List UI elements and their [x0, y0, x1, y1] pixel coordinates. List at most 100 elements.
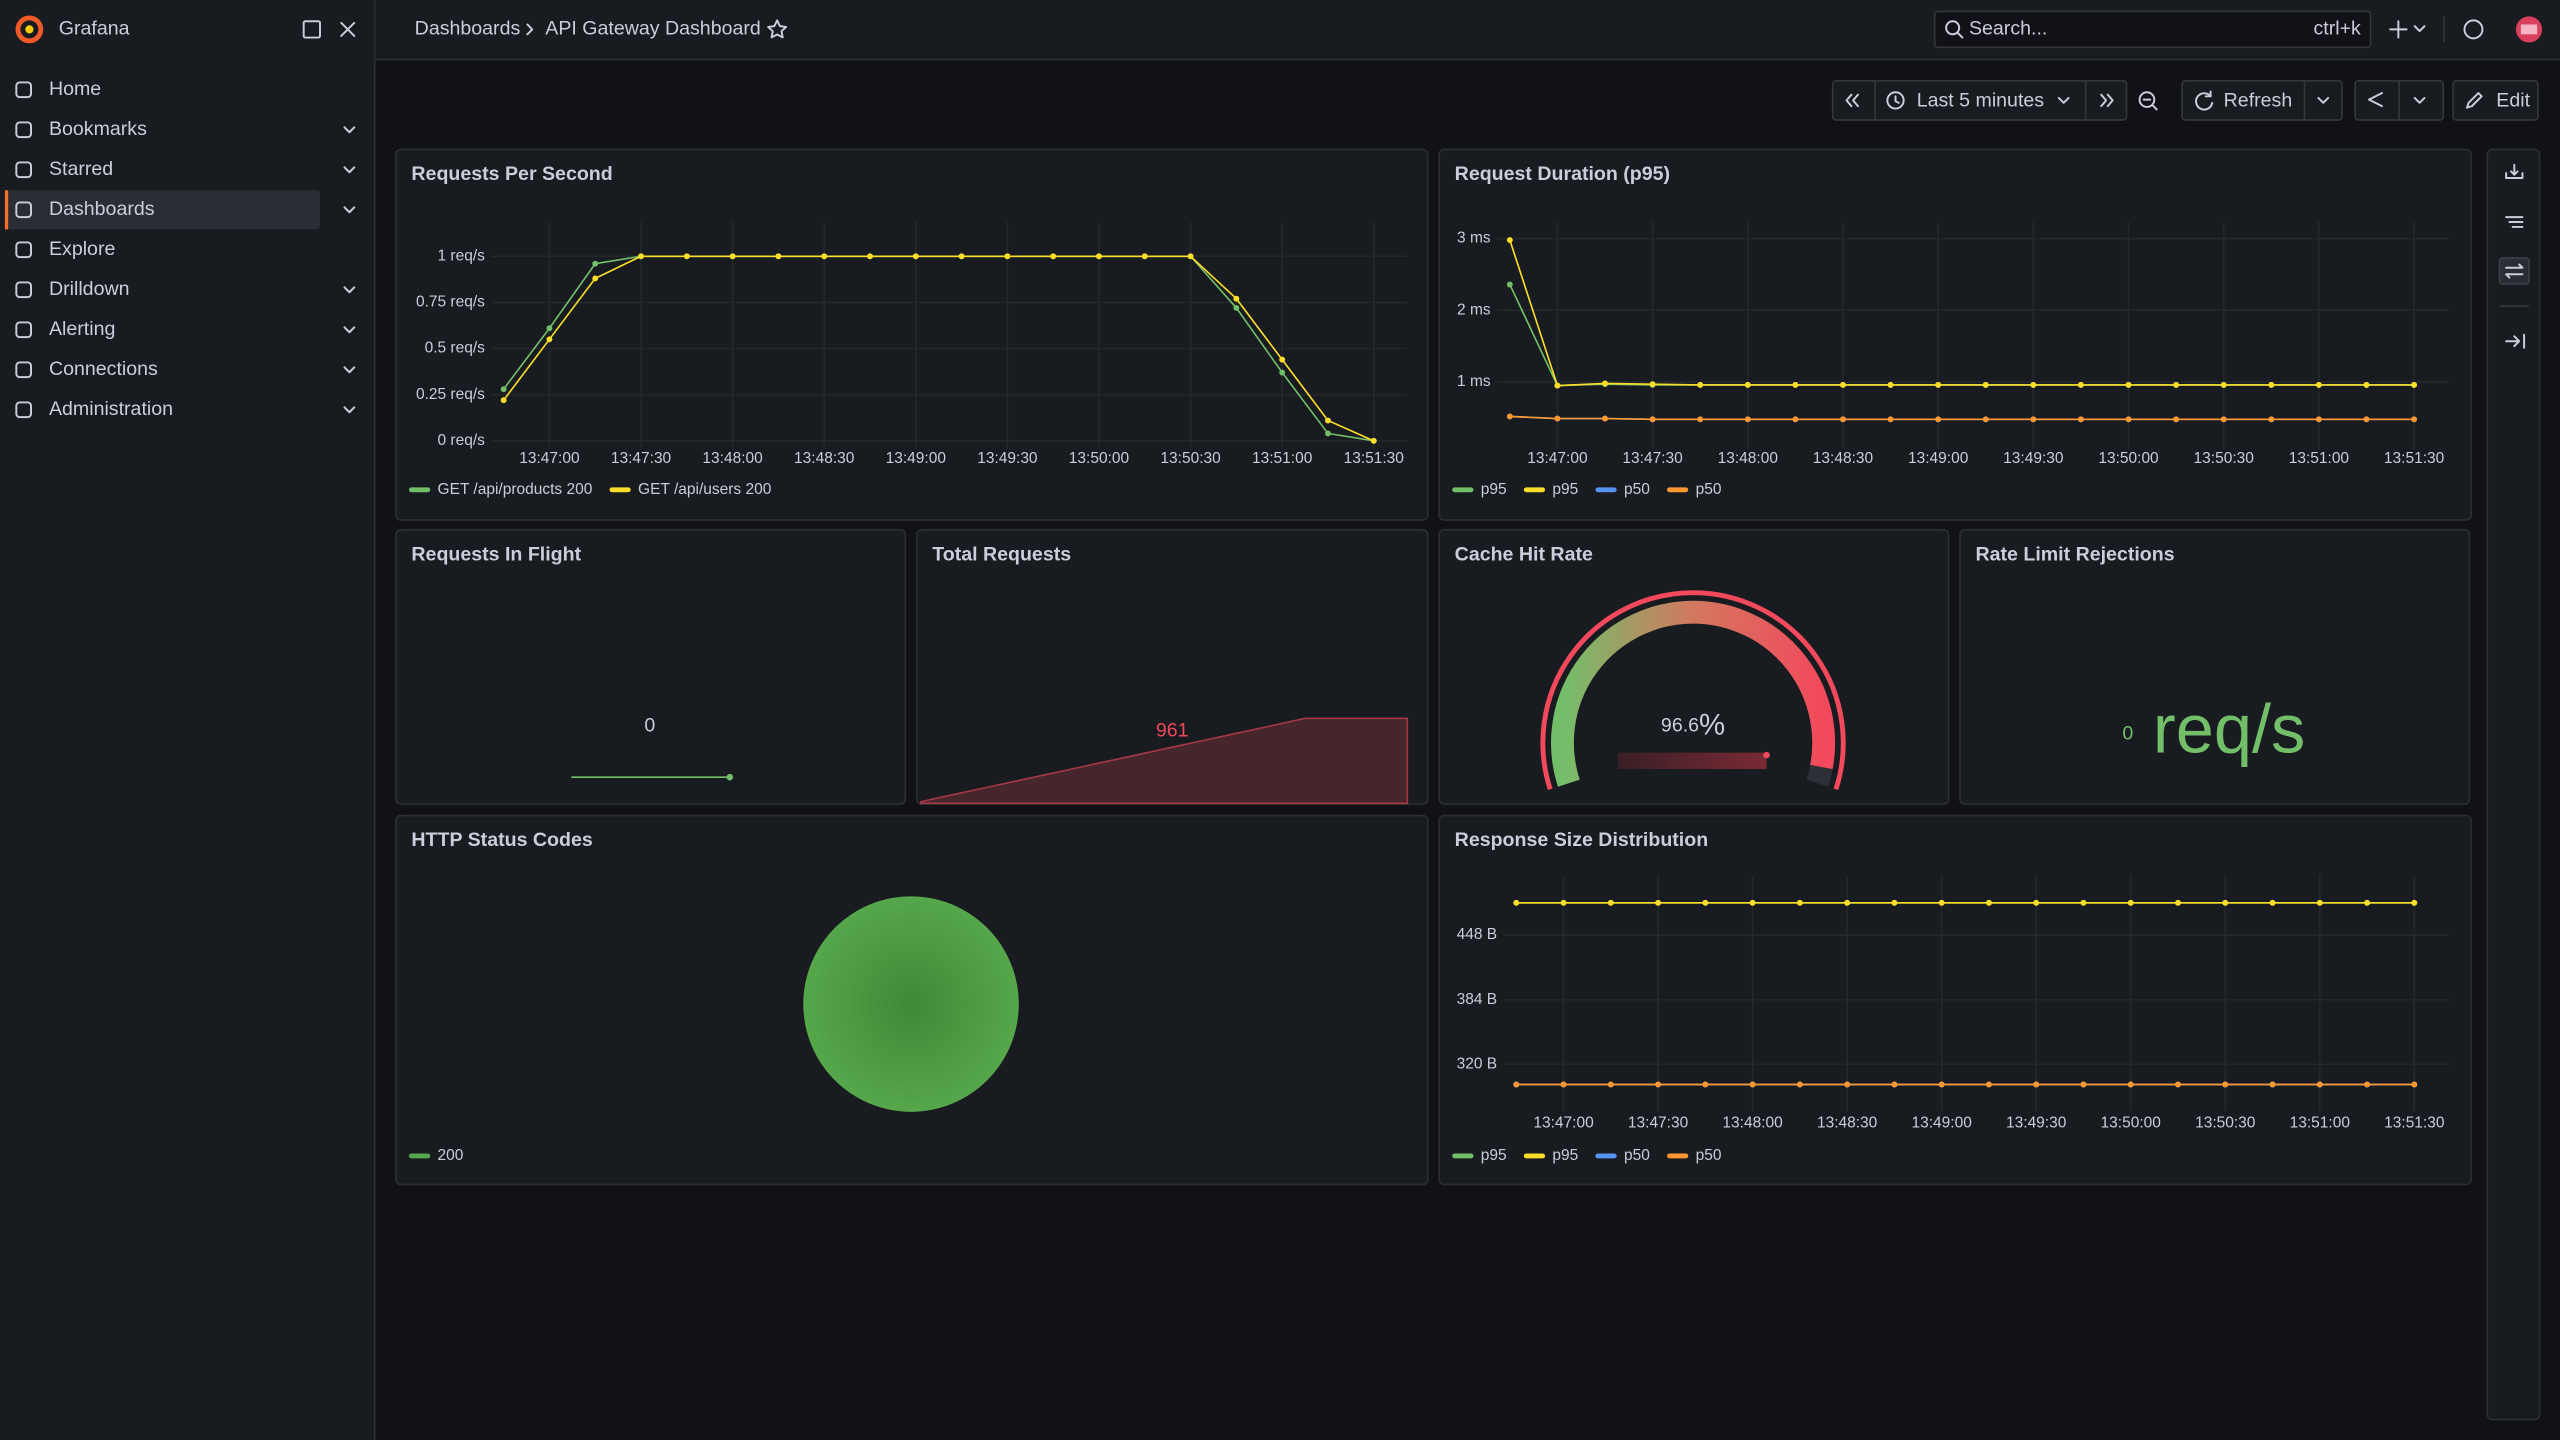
data-point: [1985, 1081, 1992, 1088]
data-point: [2222, 1081, 2229, 1088]
nav-icon: [15, 201, 32, 219]
nav-chevron[interactable]: [343, 206, 356, 214]
data-point: [1702, 1081, 1709, 1088]
data-point: [1749, 1081, 1756, 1088]
sparkline-end: [726, 773, 734, 781]
data-point: [2127, 1081, 2134, 1088]
legend-label[interactable]: GET /api/users 200: [638, 481, 772, 498]
data-point: [1887, 416, 1894, 423]
nav-item[interactable]: Drilldown: [49, 278, 130, 300]
data-point: [2315, 416, 2322, 423]
legend-label[interactable]: p50: [1696, 1147, 1722, 1164]
time-picker[interactable]: [1831, 80, 2128, 121]
x-tick-label: 13:50:00: [1069, 450, 1130, 467]
dock-button[interactable]: [302, 20, 321, 39]
data-point: [2125, 416, 2132, 423]
sidebar: Grafana Home Bookmarks Starred Dashboards Ex…: [0, 0, 376, 1440]
legend-label[interactable]: p50: [1696, 481, 1722, 498]
data-point: [1279, 356, 1286, 363]
nav-chevron[interactable]: [343, 286, 356, 294]
data-point: [1513, 1081, 1520, 1088]
data-point: [2411, 416, 2418, 423]
legend-label[interactable]: p95: [1481, 481, 1507, 498]
nav-chevron[interactable]: [343, 326, 356, 334]
nav-item[interactable]: Dashboards: [49, 198, 155, 220]
x-tick-label: 13:48:30: [1813, 450, 1874, 467]
data-point: [1938, 1081, 1945, 1088]
zoom-out[interactable]: [2138, 91, 2156, 108]
data-point: [2315, 381, 2322, 388]
help-button[interactable]: [2463, 19, 2484, 40]
gauge-number: 96.6: [1661, 715, 1699, 737]
brand: Grafana: [59, 18, 130, 40]
nav-chevron[interactable]: [343, 126, 356, 134]
panel-title: Request Duration (p95): [1455, 163, 1670, 185]
gauge-track: [1806, 764, 1833, 787]
edit-button[interactable]: [2452, 80, 2539, 121]
legend-label[interactable]: p95: [1552, 1147, 1578, 1164]
edit-label[interactable]: Edit: [2496, 89, 2530, 111]
data-point: [1050, 253, 1057, 260]
data-point: [1233, 304, 1240, 311]
panel-title: Rate Limit Rejections: [1976, 543, 2175, 565]
legend-label[interactable]: 200: [438, 1147, 464, 1164]
stat-unit: req/s: [2153, 691, 2305, 768]
shift-back[interactable]: [1845, 93, 1859, 108]
rail-button[interactable]: [2505, 333, 2526, 349]
nav-item[interactable]: Starred: [49, 158, 113, 180]
legend-label[interactable]: p50: [1624, 481, 1650, 498]
legend-label[interactable]: p50: [1624, 1147, 1650, 1164]
time-range[interactable]: Last 5 minutes: [1917, 89, 2045, 111]
x-tick-label: 13:48:00: [1718, 450, 1779, 467]
legend-label[interactable]: p95: [1552, 481, 1578, 498]
legend-label[interactable]: GET /api/products 200: [438, 481, 593, 498]
nav-item[interactable]: Explore: [49, 238, 115, 260]
rail-button[interactable]: [2505, 216, 2524, 228]
data-point: [912, 253, 919, 260]
x-tick-label: 13:47:30: [611, 450, 672, 467]
nav-chevron[interactable]: [343, 406, 356, 414]
data-point: [1141, 253, 1148, 260]
data-point: [1697, 381, 1704, 388]
nav-chevron[interactable]: [343, 166, 356, 174]
data-point: [1792, 381, 1799, 388]
data-point: [592, 260, 599, 267]
refresh-button[interactable]: [2181, 80, 2343, 121]
x-tick-label: 13:50:30: [2194, 450, 2255, 467]
nav-item[interactable]: Home: [49, 78, 101, 100]
x-tick-label: 13:51:00: [2290, 1114, 2351, 1131]
y-tick-label: 2 ms: [1457, 301, 1491, 318]
shift-forward[interactable]: [2100, 93, 2114, 108]
nav-item[interactable]: Alerting: [49, 318, 115, 340]
gauge-unit: %: [1699, 708, 1725, 741]
rail-button[interactable]: [2505, 163, 2524, 179]
data-point: [2269, 899, 2276, 906]
share-chevron[interactable]: [2413, 96, 2426, 104]
rail-button-active[interactable]: [2498, 257, 2530, 285]
sidebar-bg: [0, 0, 374, 1440]
data-point: [2030, 381, 2037, 388]
close-button[interactable]: [340, 21, 356, 37]
nav-item[interactable]: Connections: [49, 358, 158, 380]
star-button[interactable]: [767, 19, 788, 39]
search-box[interactable]: [1933, 10, 2372, 49]
legend-label[interactable]: p95: [1481, 1147, 1507, 1164]
search-icon-handle: [1956, 31, 1964, 39]
refresh-chevron[interactable]: [2317, 96, 2330, 104]
breadcrumb[interactable]: Dashboards: [415, 18, 521, 40]
panel: Cache Hit Rate 96.6%: [1438, 528, 1950, 805]
nav-chevron[interactable]: [343, 366, 356, 374]
nav-icon: [15, 361, 32, 379]
x-tick-label: 13:47:00: [1533, 1114, 1594, 1131]
x-tick-label: 13:47:00: [519, 450, 580, 467]
x-tick-label: 13:51:30: [2384, 1114, 2445, 1131]
x-tick-label: 13:50:00: [2098, 450, 2159, 467]
data-point: [1325, 417, 1331, 424]
new-button[interactable]: [2389, 20, 2426, 39]
nav-item[interactable]: Bookmarks: [49, 118, 147, 140]
nav-item[interactable]: Administration: [49, 398, 173, 420]
data-point: [2033, 1081, 2040, 1088]
data-point: [1935, 416, 1942, 423]
refresh-label[interactable]: Refresh: [2224, 89, 2293, 111]
x-tick-label: 13:48:30: [1817, 1114, 1878, 1131]
